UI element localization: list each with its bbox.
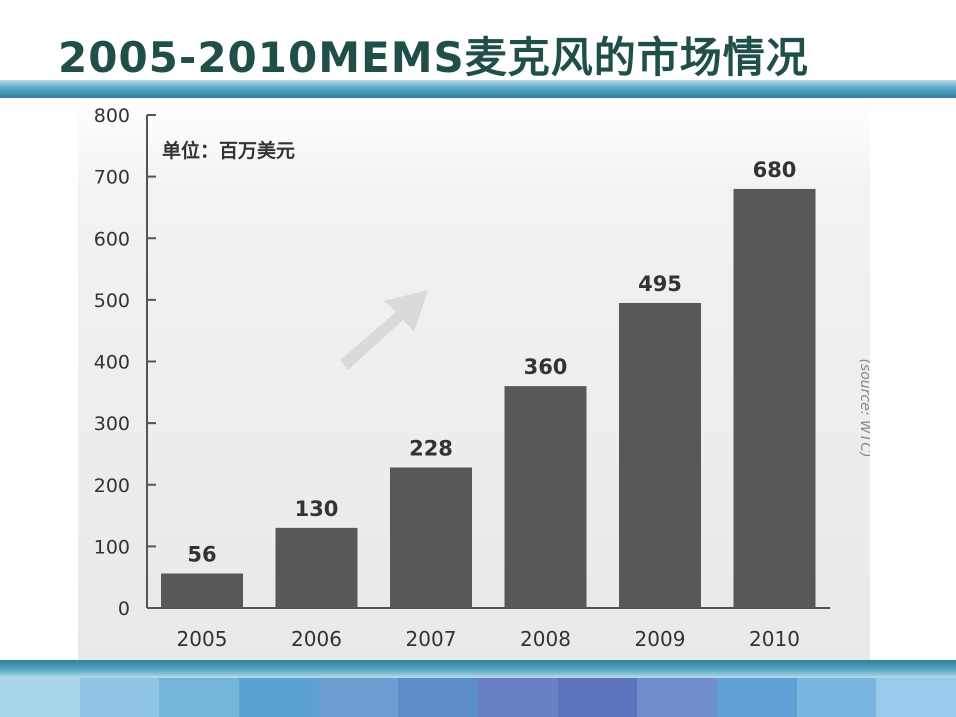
x-tick-label-2009: 2009: [635, 627, 686, 651]
y-tick-label: 800: [94, 105, 130, 127]
source-note: (source: WTC): [857, 358, 870, 457]
x-tick-label-2005: 2005: [177, 627, 228, 651]
x-tick-label-2010: 2010: [749, 627, 800, 651]
y-tick-label: 400: [94, 352, 130, 374]
trend-arrow-icon: [340, 290, 428, 370]
data-label-2007: 228: [409, 436, 453, 460]
bar-2010: [733, 188, 816, 608]
bottom-accent-band: [0, 660, 956, 678]
slide-title: 2005-2010MEMS麦克风的市场情况: [58, 33, 809, 82]
data-label-2008: 360: [524, 355, 568, 379]
y-tick-label: 500: [94, 290, 130, 312]
footer-strip-segment: [318, 678, 399, 717]
data-label-2009: 495: [638, 272, 682, 296]
bar-chart: 56 130 228 360 495 680 0 100 200 300 400 500 600 700…: [78, 98, 870, 660]
unit-note: 单位：百万美元: [162, 139, 295, 162]
footer-strip-segment: [478, 678, 558, 717]
bar-2007: [390, 467, 472, 608]
footer-strip-segment: [717, 678, 797, 717]
data-label-2010: 680: [753, 158, 797, 182]
y-tick-label: 700: [94, 167, 130, 189]
footer-strip-segment: [796, 678, 877, 717]
chart-panel: 56 130 228 360 495 680 0 100 200 300 400 500 600 700…: [78, 98, 870, 660]
footer-strip-segment: [398, 678, 479, 717]
y-tick-label: 600: [94, 228, 130, 250]
top-accent-band: [0, 80, 956, 98]
footer-strip-segment: [0, 678, 80, 717]
data-label-2005: 56: [187, 542, 216, 566]
bar-2009: [619, 302, 701, 608]
footer-color-strip: [0, 678, 956, 717]
footer-strip-segment: [557, 678, 638, 717]
data-label-2006: 130: [295, 497, 339, 521]
footer-strip-segment: [637, 678, 718, 717]
y-tick-label: 200: [94, 475, 130, 497]
footer-strip-segment: [79, 678, 160, 717]
x-tick-label-2007: 2007: [406, 627, 457, 651]
footer-strip-segment: [239, 678, 319, 717]
footer-strip-segment: [876, 678, 956, 717]
footer-strip-segment: [159, 678, 240, 717]
x-tick-label-2008: 2008: [520, 627, 571, 651]
bar-2006: [275, 527, 358, 608]
x-tick-label-2006: 2006: [291, 627, 342, 651]
y-tick-label: 100: [94, 536, 130, 558]
y-tick-label: 300: [94, 413, 130, 435]
bar-2008: [504, 386, 587, 608]
y-tick-label: 0: [118, 598, 130, 620]
bar-2005: [161, 573, 243, 608]
